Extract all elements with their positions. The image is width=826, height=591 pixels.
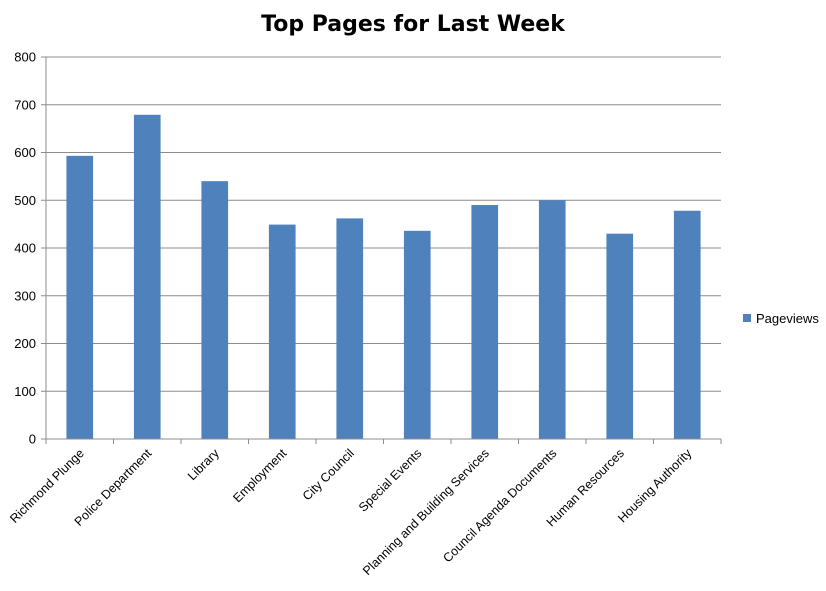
bar	[403, 230, 431, 439]
bar	[673, 210, 701, 439]
legend: Pageviews	[743, 311, 819, 326]
y-tick-label: 0	[29, 432, 36, 447]
x-tick-label: Employment	[230, 446, 289, 505]
bar	[471, 205, 499, 439]
y-tick-label: 500	[14, 193, 36, 208]
x-tick-label: Special Events	[356, 446, 424, 514]
y-tick-label: 600	[14, 145, 36, 160]
bar	[606, 233, 634, 439]
bar	[66, 155, 94, 439]
bar	[268, 224, 296, 439]
x-tick-label: Housing Authority	[615, 446, 695, 526]
legend-label: Pageviews	[756, 311, 819, 326]
y-tick-label: 200	[14, 336, 36, 351]
chart-title: Top Pages for Last Week	[261, 12, 566, 37]
x-tick-label: Richmond Plunge	[7, 446, 87, 526]
x-tick-label: Council Agenda Documents	[440, 446, 559, 565]
x-tick-label: City Council	[300, 446, 357, 503]
bar	[201, 181, 229, 439]
y-axis: 0 100 200 300 400 500 600 700 800	[14, 50, 47, 447]
x-tick-label: Library	[185, 446, 222, 483]
y-tick-label: 300	[14, 288, 36, 303]
bar	[538, 200, 566, 439]
y-tick-label: 400	[14, 241, 36, 256]
bar	[133, 114, 161, 439]
x-tick-label: Planning and Building Services	[360, 446, 492, 578]
bars	[66, 114, 701, 439]
y-tick-label: 700	[14, 97, 36, 112]
y-tick-label: 100	[14, 384, 36, 399]
y-tick-label: 800	[14, 50, 36, 65]
legend-swatch	[743, 314, 751, 322]
bar	[336, 218, 364, 439]
